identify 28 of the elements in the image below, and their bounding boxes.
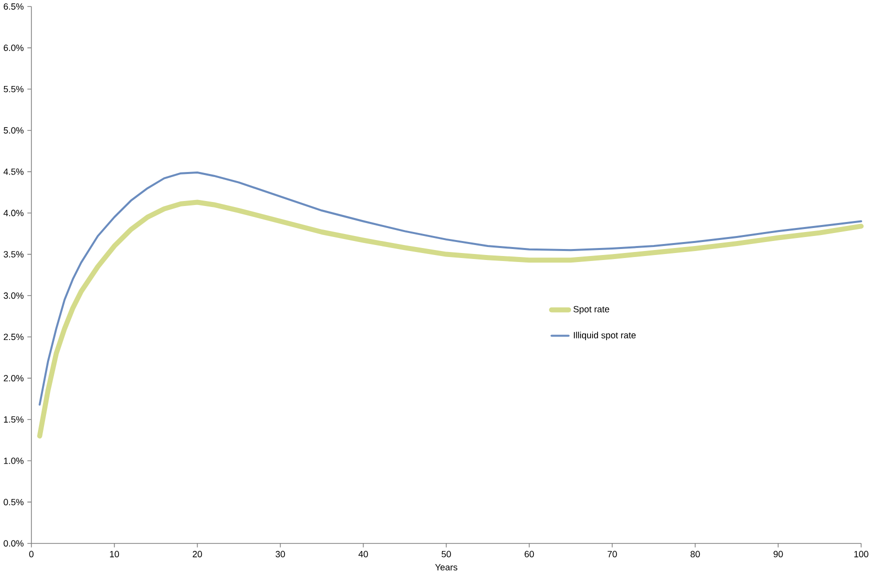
- y-tick-label: 2.0%: [4, 375, 24, 382]
- y-tick-label: 4.5%: [4, 168, 24, 175]
- x-tick-label: 50: [442, 551, 451, 558]
- y-tick-label: 1.0%: [4, 458, 24, 464]
- x-tick-label: 100: [854, 551, 868, 558]
- y-tick-label: 3.0%: [4, 292, 24, 299]
- y-tick-label: 6.5%: [4, 3, 24, 10]
- y-tick-label: 2.5%: [4, 334, 24, 340]
- x-tick-label: 30: [276, 551, 285, 558]
- x-axis-title: Years: [435, 564, 458, 571]
- x-tick-label: 80: [690, 551, 700, 558]
- x-tick-label: 0: [29, 551, 34, 558]
- y-tick-label: 1.5%: [4, 416, 24, 423]
- y-tick-label: 3.5%: [4, 251, 24, 258]
- x-tick-label: 20: [192, 551, 202, 558]
- legend-label: Illiquid spot rate: [574, 332, 636, 340]
- x-tick-label: 90: [774, 551, 783, 558]
- y-tick-label: 0.5%: [4, 499, 24, 506]
- legend-label: Spot rate: [574, 306, 610, 314]
- y-tick-label: 6.0%: [4, 44, 24, 52]
- y-tick-label: 4.0%: [4, 210, 24, 216]
- y-tick-label: 5.0%: [4, 127, 24, 134]
- x-tick-label: 60: [524, 551, 534, 558]
- y-tick-label: 0.0%: [4, 540, 24, 547]
- y-tick-label: 5.5%: [4, 86, 24, 92]
- x-tick-label: 70: [608, 551, 617, 558]
- x-tick-label: 40: [358, 551, 368, 558]
- x-tick-label: 10: [110, 551, 120, 558]
